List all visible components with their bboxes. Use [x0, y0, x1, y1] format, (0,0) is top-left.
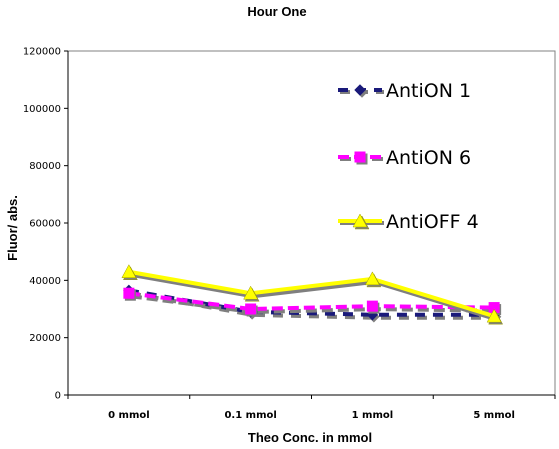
- data-point: [245, 303, 257, 315]
- legend-marker: [354, 84, 366, 96]
- data-point: [364, 271, 380, 286]
- series-line: [128, 269, 495, 319]
- y-tick-label: 0: [55, 391, 61, 402]
- y-tick-label: 60000: [29, 219, 61, 230]
- x-tick-label: 1 mmol: [352, 410, 394, 421]
- series-antioff-4: [121, 264, 504, 325]
- data-point: [366, 300, 378, 312]
- series-line: [128, 291, 495, 312]
- y-tick-label: 100000: [23, 104, 61, 115]
- x-tick-label: 5 mmol: [473, 410, 515, 421]
- y-tick-label: 80000: [29, 161, 61, 172]
- y-tick-label: 20000: [29, 333, 61, 344]
- x-tick-label: 0.1 mmol: [224, 410, 276, 421]
- series-line-shadow: [130, 291, 497, 320]
- legend-marker: [352, 213, 368, 228]
- x-axis-label: Theo Conc. in mmol: [248, 430, 372, 445]
- chart-title: Hour One: [247, 4, 306, 19]
- legend-entry: AntiON 1: [338, 80, 471, 102]
- legend-label: AntiOFF 4: [386, 211, 479, 233]
- data-point: [243, 285, 259, 300]
- data-point: [486, 308, 502, 323]
- data-point: [121, 264, 137, 278]
- legend-entry: AntiON 6: [338, 147, 471, 169]
- series-line: [128, 288, 495, 317]
- y-tick-label: 120000: [23, 47, 61, 58]
- series-line-shadow: [130, 294, 497, 315]
- legend: AntiON 1 AntiON 6 AntiOFF 4: [338, 80, 479, 233]
- x-tick-label: 0 mmol: [108, 410, 150, 421]
- legend-label: AntiON 6: [386, 147, 471, 169]
- legend-entry: AntiOFF 4: [338, 211, 479, 233]
- series-group: [121, 264, 504, 325]
- data-point: [123, 287, 135, 299]
- plot-area: [67, 50, 556, 396]
- legend-label: AntiON 1: [386, 80, 471, 102]
- y-axis-label: Fluor/ abs.: [5, 195, 20, 261]
- legend-marker: [354, 151, 366, 163]
- y-tick-label: 40000: [29, 276, 61, 287]
- axes: 0 20000 40000 60000 80000 100000 120000 0 mmol 0…: [23, 47, 556, 421]
- series-line-shadow: [130, 272, 497, 322]
- series-antion-6: [123, 287, 502, 317]
